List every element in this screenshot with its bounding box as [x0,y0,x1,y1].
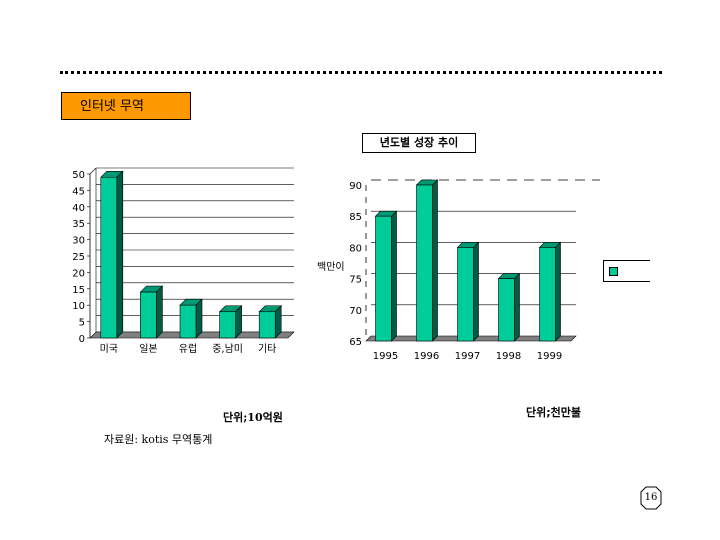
x-tick-label: 1995 [373,351,398,362]
source-note: 자료원: kotis 무역통계 [104,433,213,446]
bar-1 [416,184,433,342]
x-tick-label: 1998 [496,351,521,362]
page-number: 16 [640,486,662,510]
y-tick-label: 20 [72,268,85,279]
x-tick-label: 1996 [414,351,439,362]
x-tick-label: 기타 [258,343,276,355]
y-tick-label: 15 [72,285,85,296]
bar-side-4 [555,241,561,342]
x-tick-label: 중,남미 [212,343,243,355]
octagon-icon [640,486,662,510]
bar-side-4 [274,305,282,339]
unit-label-right: 단위;천만불 [526,406,581,419]
chart-title: 년도별 성장 추이 [362,133,476,153]
chart-region-trade: 0 5 10 15 20 25 30 35 40 45 50 미국 일본 유럽 중,남미 기타 [72,167,295,355]
legend [603,260,650,282]
bar-4 [258,311,276,339]
y-tick-label: 25 [72,252,85,263]
bar-1 [140,291,157,339]
y-tick-label: 45 [72,186,85,197]
y-tick-label: 85 [349,212,362,223]
bar-side-1 [156,285,163,339]
dotted-divider [60,71,662,74]
bar-2 [457,247,474,342]
y-tick-label: 75 [349,275,362,286]
bar-side-3 [514,272,520,342]
x-tick-label: 유럽 [179,343,197,355]
x-tick-label: 미국 [100,343,118,355]
y-tick-label: 30 [72,236,85,247]
bar-side-0 [116,170,124,339]
bar-3 [498,278,515,342]
bar-side-2 [195,298,203,339]
bar-0 [100,176,118,339]
bar-3 [219,311,236,339]
y-tick-label: 50 [72,170,85,181]
bar-4 [539,247,556,342]
bar-side-1 [432,179,438,342]
bar-side-3 [235,305,242,339]
page-number-text: 16 [644,492,658,503]
y-tick-label: 5 [79,318,85,329]
x-tick-label: 1997 [455,351,480,362]
bar-side-0 [391,210,397,342]
y-tick-label: 90 [349,181,362,192]
y-tick-label: 35 [72,219,85,230]
section-title: 인터넷 무역 [61,92,191,120]
y-tick-label: 80 [349,243,362,254]
y-axis-label: 백만이 [317,262,345,273]
bar-2 [179,304,197,339]
section-title-text: 인터넷 무역 [80,99,144,114]
y-tick-label: 40 [72,203,85,214]
y-tick-label: 65 [349,337,362,348]
x-tick-label: 1999 [537,351,562,362]
bar-side-2 [473,241,479,342]
chart-yearly-growth: 65 70 75 80 85 90 1995 1996 1997 1998 1999 [349,179,600,362]
y-tick-label: 70 [349,306,362,317]
bar-0 [375,215,392,342]
y-tick-label: 0 [79,334,85,345]
wall-edge [89,167,97,175]
x-tick-label: 일본 [139,343,157,355]
unit-label-left: 단위;10억원 [223,411,283,424]
legend-swatch [609,267,618,276]
y-tick-label: 10 [72,301,85,312]
